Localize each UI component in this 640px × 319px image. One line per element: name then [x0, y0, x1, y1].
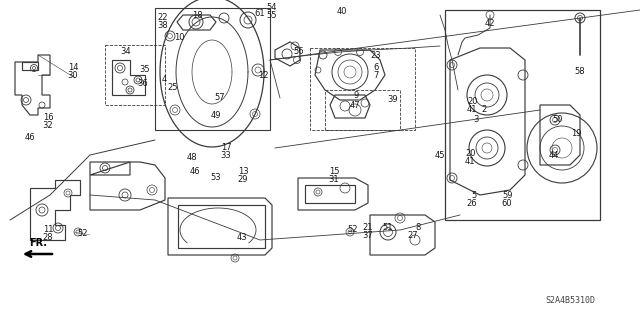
Text: 10: 10 [173, 33, 184, 42]
Text: 17: 17 [221, 144, 231, 152]
Text: 54: 54 [267, 4, 277, 12]
Text: 4: 4 [161, 76, 166, 85]
Text: 49: 49 [211, 112, 221, 121]
Text: S2A4B5310D: S2A4B5310D [545, 296, 595, 305]
Text: 51: 51 [383, 224, 393, 233]
Text: 46: 46 [189, 167, 200, 176]
Text: 12: 12 [258, 71, 268, 80]
Text: 55: 55 [267, 11, 277, 20]
Text: 58: 58 [575, 68, 586, 77]
Text: 25: 25 [168, 84, 179, 93]
Text: 15: 15 [329, 167, 339, 176]
Text: 33: 33 [221, 152, 232, 160]
Text: 23: 23 [371, 51, 381, 61]
Text: 19: 19 [571, 130, 581, 138]
Text: 56: 56 [294, 48, 304, 56]
Text: 6: 6 [373, 63, 379, 72]
Text: 52: 52 [77, 229, 88, 239]
Text: 57: 57 [214, 93, 225, 102]
Text: 38: 38 [157, 21, 168, 31]
Text: 21: 21 [363, 224, 373, 233]
Text: 28: 28 [43, 234, 53, 242]
Text: 8: 8 [415, 224, 420, 233]
Text: 3: 3 [474, 115, 479, 124]
Text: 14: 14 [68, 63, 78, 71]
Text: 47: 47 [349, 101, 360, 110]
Text: 27: 27 [408, 232, 419, 241]
Text: 13: 13 [237, 167, 248, 176]
Text: 36: 36 [138, 79, 148, 88]
Text: 2: 2 [481, 106, 486, 115]
Text: 5: 5 [472, 191, 477, 201]
Text: 43: 43 [237, 234, 247, 242]
Text: 50: 50 [553, 115, 563, 124]
Text: 35: 35 [140, 65, 150, 75]
Text: 32: 32 [43, 122, 53, 130]
Text: 29: 29 [237, 175, 248, 184]
Text: 59: 59 [503, 191, 513, 201]
Text: 53: 53 [211, 174, 221, 182]
Text: 48: 48 [187, 153, 197, 162]
Text: 18: 18 [192, 11, 202, 20]
Text: 45: 45 [435, 152, 445, 160]
Text: 37: 37 [363, 232, 373, 241]
Text: 61: 61 [255, 10, 266, 19]
Text: 39: 39 [388, 95, 398, 105]
Text: 20: 20 [466, 150, 476, 159]
Text: 26: 26 [467, 199, 477, 209]
Text: 7: 7 [373, 71, 379, 80]
Text: 46: 46 [25, 133, 35, 143]
Text: 30: 30 [68, 70, 78, 79]
Text: 31: 31 [329, 175, 339, 184]
Text: 9: 9 [353, 92, 358, 100]
Text: 16: 16 [43, 114, 53, 122]
Text: 60: 60 [502, 199, 512, 209]
Text: 20: 20 [468, 98, 478, 107]
Text: 22: 22 [157, 13, 168, 23]
Text: 41: 41 [465, 158, 476, 167]
Text: 41: 41 [467, 106, 477, 115]
Text: FR.: FR. [29, 238, 47, 248]
Text: 42: 42 [484, 19, 495, 28]
Text: 34: 34 [121, 48, 131, 56]
Text: 11: 11 [43, 226, 53, 234]
Text: 44: 44 [548, 152, 559, 160]
Text: 52: 52 [348, 226, 358, 234]
Text: 40: 40 [337, 8, 348, 17]
